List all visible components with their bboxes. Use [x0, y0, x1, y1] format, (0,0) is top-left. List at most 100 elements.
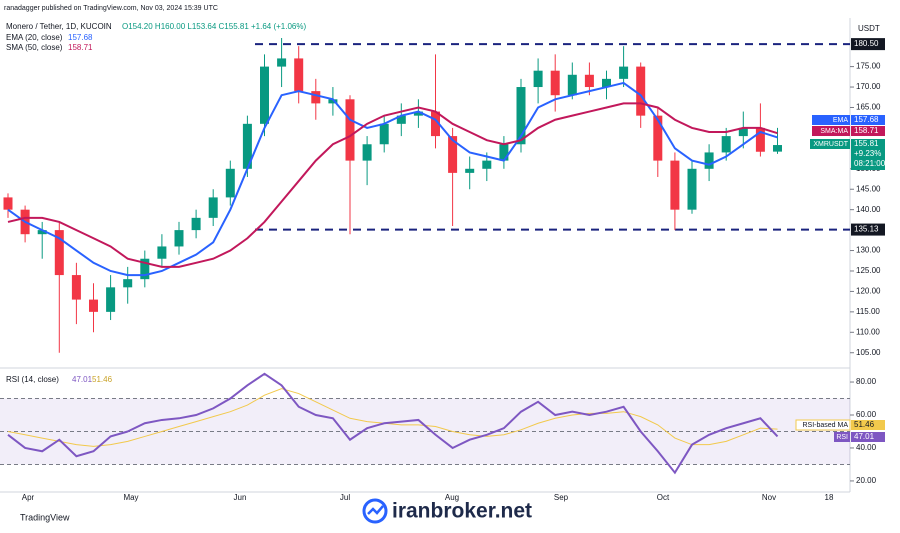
candle-body [362, 144, 372, 161]
y-tick-label: 125.00 [856, 266, 881, 275]
candle-body [106, 287, 116, 312]
brand: TradingView [20, 512, 70, 522]
y-tick-label: 170.00 [856, 82, 881, 91]
x-tick-label: Sep [554, 493, 569, 502]
price-tag-bg [810, 139, 850, 149]
legend-value: 157.68 [68, 33, 93, 42]
level-tag [851, 38, 885, 51]
y-tick-label: 165.00 [856, 103, 881, 112]
y-tick-label: 60.00 [856, 410, 877, 419]
watermark-logo [362, 498, 388, 524]
x-tick-label: Nov [762, 493, 776, 502]
y-tick-label: 115.00 [856, 307, 880, 316]
x-tick-label: Apr [22, 493, 35, 502]
tag-bg [834, 432, 850, 442]
candle-body [431, 111, 440, 137]
candle-body [619, 66, 629, 79]
tag-bg [851, 115, 885, 125]
candle-body [174, 230, 184, 247]
level-label: 135.13 [854, 225, 879, 234]
x-tick-label: Oct [657, 493, 670, 502]
legend-value: 158.71 [68, 43, 93, 52]
y-tick-label: 105.00 [856, 348, 881, 357]
candle-body [755, 127, 765, 152]
tag-bg [851, 420, 885, 430]
rsi-ma-name: RSI-based MA [802, 422, 848, 429]
rsi-name: RSI [836, 434, 848, 441]
rsi-value: 47.01 [72, 375, 93, 384]
candle-body [37, 230, 47, 235]
candle-body [225, 168, 235, 198]
y-tick-label: 140.00 [856, 205, 881, 214]
candle-body [704, 152, 714, 169]
candle-body [191, 217, 201, 231]
candle-body [550, 70, 560, 96]
ohlc: O154.20 H160.00 L153.64 C155.81 +1.64 (+… [122, 22, 306, 31]
candle-body [499, 144, 509, 161]
candle-body [260, 66, 269, 124]
rsi-title: RSI (14, close) [6, 375, 59, 384]
price-change: +9.23% [854, 149, 881, 158]
publisher: ranadagger published on TradingView.com,… [4, 5, 218, 12]
tag-name: EMA [833, 117, 849, 124]
tag-bg [812, 115, 850, 125]
x-tick-label: May [123, 493, 138, 502]
candle-body [413, 111, 423, 116]
candle-body [311, 91, 321, 104]
candle-body [277, 58, 287, 67]
candle-body [448, 136, 458, 173]
tag-bg [851, 126, 885, 136]
candle-body [157, 246, 167, 259]
price-countdown: 08:21:00 [854, 159, 886, 168]
candle-body [294, 58, 304, 92]
candle-body [773, 145, 782, 152]
level-label: 180.50 [854, 39, 879, 48]
currency: USDT [858, 24, 880, 33]
rsi-ma-value: 51.46 [92, 375, 113, 384]
y-tick-label: 175.00 [856, 62, 881, 71]
price-symbol: XMRUSDT [813, 141, 848, 148]
y-tick-label: 110.00 [856, 327, 880, 336]
candle-body [54, 230, 64, 276]
tag-bg [812, 126, 850, 136]
candle-body [465, 168, 475, 173]
legend-name: SMA (50, close) [6, 43, 63, 52]
candle-body [584, 74, 594, 88]
rsi-ma-tag: 51.46 [854, 420, 875, 429]
candle-body [482, 160, 492, 169]
candle-body [636, 66, 646, 116]
rsi-tag: 47.01 [854, 432, 875, 441]
candle-body [533, 70, 543, 88]
tag-name: SMA:MA [820, 128, 848, 135]
rsi-line [7, 372, 779, 475]
candle-body [396, 115, 406, 124]
candle-body [140, 258, 150, 280]
y-tick-label: 20.00 [856, 476, 877, 485]
candle-body [379, 123, 389, 145]
tag-bg [795, 419, 851, 431]
candle-body [516, 87, 526, 145]
tag-value: 158.71 [854, 126, 879, 135]
x-tick-label: 18 [825, 493, 834, 502]
candle-body [208, 197, 218, 218]
candle-body [3, 197, 13, 210]
tag-bg [851, 432, 885, 442]
candle-body [687, 168, 697, 210]
y-tick-label: 130.00 [856, 246, 881, 255]
x-tick-label: Jun [234, 493, 247, 502]
title: Monero / Tether, 1D, KUCOIN [6, 22, 112, 31]
candle-body [89, 299, 98, 312]
candle-body [721, 136, 731, 153]
candle-body [567, 74, 577, 96]
candle-body [328, 99, 338, 104]
rsi-ma-line [7, 388, 778, 447]
y-tick-label: 120.00 [856, 287, 881, 296]
y-tick-label: 80.00 [856, 377, 877, 386]
indicator-line [7, 102, 778, 268]
watermark: iranbroker.net [392, 500, 532, 523]
candle-body [653, 115, 663, 161]
candle-body [738, 127, 748, 137]
legend-name: EMA (20, close) [6, 33, 63, 42]
x-tick-label: Jul [340, 493, 350, 502]
